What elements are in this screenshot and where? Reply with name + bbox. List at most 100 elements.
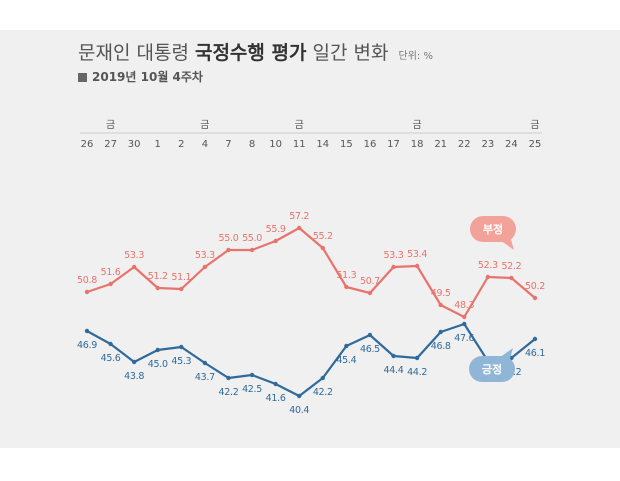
data-point-negative	[391, 264, 396, 270]
series-line-negative	[86, 226, 536, 319]
data-point-positive	[320, 375, 325, 381]
title-bold: 국정수행 평가	[194, 42, 307, 64]
bubble-tail	[499, 348, 513, 362]
title-suffix: 일간 변화	[312, 42, 389, 64]
x-tick-label: 22	[458, 139, 471, 150]
data-point-positive	[202, 360, 208, 366]
data-label-negative: 53.4	[407, 249, 427, 260]
data-label-negative: 50.7	[360, 276, 380, 287]
data-label-positive: 44.2	[407, 367, 427, 378]
data-label-positive: 45.6	[101, 353, 121, 364]
data-point-negative	[155, 285, 160, 291]
data-point-negative	[226, 247, 231, 253]
data-point-negative	[249, 247, 255, 253]
chart-title: 문재인 대통령 국정수행 평가 일간 변화 단위: %	[78, 38, 433, 65]
data-point-negative	[320, 245, 325, 251]
data-point-positive	[462, 321, 467, 327]
data-label-negative: 55.0	[218, 233, 238, 244]
square-bullet-icon	[78, 73, 87, 82]
data-point-positive	[249, 372, 255, 378]
data-point-negative	[202, 264, 208, 270]
x-tick-label: 4	[202, 139, 208, 150]
data-point-positive	[155, 347, 160, 353]
data-point-positive	[532, 336, 538, 342]
data-label-negative: 57.2	[289, 211, 309, 222]
bubble-label: 긍정	[482, 362, 502, 376]
data-point-negative	[485, 274, 491, 280]
data-point-negative	[179, 286, 184, 292]
data-point-positive	[391, 353, 396, 359]
data-label-positive: 42.2	[218, 387, 238, 398]
data-point-negative	[367, 290, 373, 296]
data-point-positive	[273, 381, 278, 387]
data-label-positive: 42.2	[313, 387, 333, 398]
data-point-positive	[297, 393, 302, 399]
data-point-negative	[131, 264, 137, 270]
x-tick-label: 1	[155, 139, 161, 150]
data-point-positive	[344, 343, 349, 349]
data-point-positive	[226, 375, 231, 381]
x-tick-label: 2	[178, 139, 184, 150]
data-label-negative: 53.3	[195, 250, 215, 261]
bubble-body	[469, 356, 515, 382]
chart-background	[0, 30, 620, 448]
chart-subtitle: 2019년 10월 4주차	[78, 68, 203, 85]
bubble-tail	[500, 236, 514, 250]
data-label-negative: 52.2	[501, 261, 521, 272]
data-label-negative: 55.9	[266, 224, 286, 235]
friday-marker: 금	[295, 119, 304, 131]
x-tick-label: 23	[481, 139, 494, 150]
data-point-negative	[344, 284, 349, 290]
data-point-negative	[297, 225, 302, 231]
data-label-positive: 41.6	[266, 393, 286, 404]
friday-marker: 금	[106, 119, 115, 131]
data-point-negative	[532, 295, 538, 301]
data-label-negative: 51.6	[101, 267, 121, 278]
data-point-negative	[414, 263, 420, 269]
bubble-label: 부정	[483, 222, 503, 236]
data-label-positive: 46.1	[525, 348, 545, 359]
data-label-negative: 50.2	[525, 281, 545, 292]
data-point-positive	[131, 359, 137, 365]
friday-marker: 금	[200, 119, 209, 131]
data-label-negative: 52.3	[478, 260, 498, 271]
data-point-negative	[438, 302, 443, 308]
x-tick-label: 27	[104, 139, 117, 150]
data-label-positive: 47.6	[454, 333, 474, 344]
data-label-positive: 43.7	[195, 372, 215, 383]
x-tick-label: 16	[364, 139, 377, 150]
data-label-positive: 40.4	[289, 405, 309, 416]
data-label-negative: 49.5	[431, 288, 451, 299]
data-label-positive: 45.3	[171, 356, 191, 367]
data-label-negative: 55.2	[313, 231, 333, 242]
data-point-positive	[414, 355, 420, 361]
legend-bubble-negative: 부정	[470, 216, 516, 250]
data-label-negative: 55.0	[242, 233, 262, 244]
data-point-positive	[108, 341, 113, 347]
x-tick-label: 7	[225, 139, 231, 150]
data-label-positive: 45.0	[148, 359, 168, 370]
friday-marker: 금	[413, 119, 422, 131]
x-tick-label: 21	[434, 139, 447, 150]
x-tick-label: 26	[81, 139, 94, 150]
data-label-positive: 43.8	[124, 371, 144, 382]
data-label-negative: 51.3	[336, 270, 356, 281]
data-point-negative	[509, 275, 514, 281]
title-prefix: 문재인 대통령	[78, 42, 189, 64]
series-line-positive	[86, 322, 536, 398]
x-tick-label: 15	[340, 139, 353, 150]
data-label-negative: 48.3	[454, 300, 474, 311]
data-point-negative	[273, 238, 278, 244]
data-label-positive: 46.9	[77, 340, 97, 351]
x-tick-label: 8	[249, 139, 255, 150]
data-label-negative: 50.8	[77, 275, 97, 286]
x-tick-label: 24	[505, 139, 518, 150]
x-tick-label: 17	[387, 139, 400, 150]
x-tick-label: 30	[128, 139, 141, 150]
x-tick-label: 18	[411, 139, 424, 150]
friday-marker: 금	[530, 119, 539, 131]
x-tick-label: 25	[529, 139, 542, 150]
data-point-negative	[108, 281, 113, 287]
data-label-negative: 53.3	[124, 250, 144, 261]
